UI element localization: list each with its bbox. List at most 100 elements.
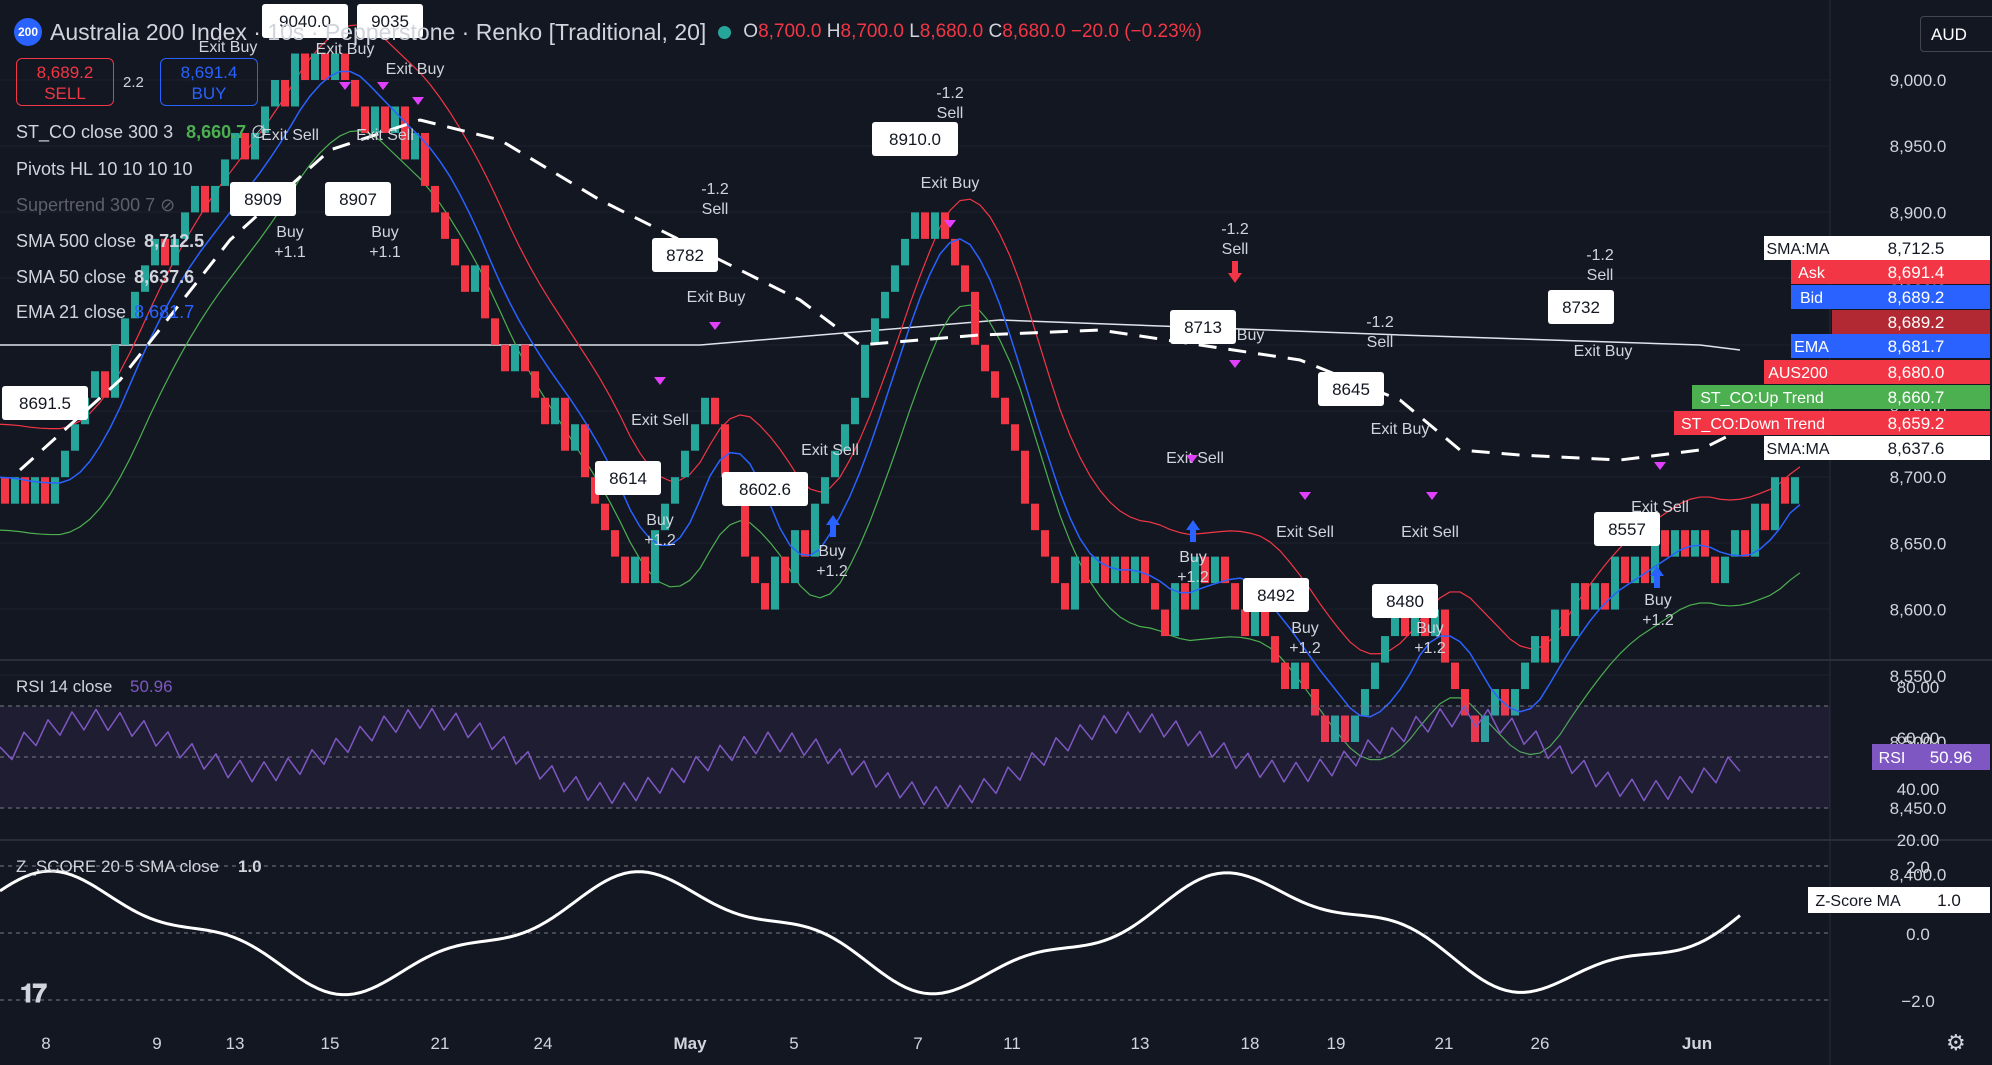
time-axis[interactable]: 8 9 13 15 21 24 May 5 7 11 13 18 19 21 26 Jun [41,1034,1712,1053]
symbol-badge-icon[interactable]: 200 [14,18,42,46]
pivot-label-box [1318,372,1384,406]
sell-button[interactable]: 8,689.2 SELL [16,58,114,106]
indicator-ema-21[interactable]: EMA 21 close 8,681.7 [16,302,195,322]
signal-value: -1.2 [1586,247,1614,264]
renko-brick [531,371,539,398]
renko-brick [1271,636,1279,663]
signal-sell-label: Sell [1222,241,1249,258]
renko-brick [1371,662,1379,690]
signal-label: Exit Sell [1401,524,1459,541]
renko-brick [631,556,639,584]
signal-label: Exit Buy [1371,421,1430,438]
rsi-tick: 20.00 [1897,831,1940,850]
price-tag-value [1832,285,1990,309]
renko-brick [251,132,259,160]
renko-brick [1641,556,1649,584]
indicator-sma-500[interactable]: SMA 500 close 8,712.5 [16,231,205,251]
rsi-value: 50.96 [130,677,173,696]
time-tick: May [673,1034,707,1053]
tradingview-logo-icon[interactable]: 𝟏𝟕 [20,978,47,1008]
eye-off-icon[interactable]: ⊘ [160,195,176,215]
signal-buy-label: Buy [1291,620,1319,637]
renko-brick [1381,636,1389,663]
signal-label: Exit Buy [199,39,258,56]
signal-marker-icon [1654,462,1666,470]
zscore-tag-text: Z-Score MA [1815,893,1901,910]
renko-brick [311,53,319,80]
renko-brick [891,265,899,292]
pivot-label-text: 8602.6 [739,480,791,499]
renko-brick [1611,556,1619,610]
signal-marker-icon [1426,492,1438,500]
currency-badge[interactable]: AUD [1920,16,1992,52]
signal-label: Exit Buy [687,289,746,306]
renko-brick [561,397,569,451]
pivot-label-box [722,472,808,506]
renko-brick [1511,689,1519,716]
renko-brick [371,106,379,133]
renko-brick [1191,556,1199,610]
rsi-pane[interactable]: RSI 14 close 50.96 80.00 60.00 40.00 20.00 RSI… [0,677,1990,850]
renko-brick [1291,662,1299,690]
renko-brick [651,530,659,584]
renko-brick [1781,477,1789,504]
indicator-sma-50[interactable]: SMA 50 close 8,637.6 [16,267,195,287]
buy-button[interactable]: 8,691.4 BUY [160,58,258,106]
price-tag-value [1832,236,1990,260]
signal-value: +1.2 [816,563,848,580]
renko-brick [511,344,519,372]
price-tag-value-text: 8,637.6 [1888,439,1945,458]
signal-label: Exit Sell [631,412,689,429]
renko-brick [1391,609,1399,637]
renko-brick [1671,530,1679,557]
renko-brick [21,477,29,504]
renko-brick [71,424,79,451]
signal-buy-label: Buy [371,224,399,241]
renko-brick [1241,609,1249,637]
renko-brick [871,318,879,345]
renko-brick [541,397,549,425]
renko-brick [621,556,629,584]
price-tick: 8,900.0 [1890,203,1947,222]
renko-brick [901,238,909,266]
renko-brick [351,80,359,107]
signal-label: Exit Buy [316,41,375,58]
time-tick: 8 [41,1034,50,1053]
renko-brick [1791,477,1799,504]
signal-sell-label: Sell [1587,267,1614,284]
indicator-pivots[interactable]: Pivots HL 10 10 10 10 [16,159,193,179]
renko-brick [31,477,39,504]
pivot-label-text: 9035 [371,12,409,31]
price-tag-value-text: 8,680.0 [1888,363,1945,382]
renko-brick [1321,715,1329,742]
zscore-pane[interactable]: Z_SCORE 20 5 SMA close 1.0 2.0 0.0 −2.0 Z-Sco… [0,857,1990,1011]
indicator-supertrend[interactable]: Supertrend 300 7 ⊘ [16,195,176,215]
pivot-label-text: 8614 [609,469,647,488]
pivot-label-box [595,461,661,495]
renko-brick [1661,530,1669,557]
time-tick: 11 [1003,1034,1021,1053]
signal-marker-icon [709,322,721,330]
time-tick: 21 [1435,1034,1454,1053]
renko-brick [1161,609,1169,637]
renko-brick [1221,556,1229,584]
time-tick: 26 [1531,1034,1550,1053]
signal-buy-label: Buy [276,224,304,241]
price-tag-value [1832,385,1990,409]
renko-brick [1051,556,1059,584]
indicator-st-co[interactable]: ST_CO close 300 3 8,660.7 ∅ [16,122,267,142]
renko-brick [391,106,399,133]
price-tick: 9,000.0 [1890,71,1947,90]
buy-arrow-icon [1186,520,1200,542]
time-tick: 24 [534,1034,553,1053]
renko-brick [991,371,999,398]
signal-label: Exit Buy [386,61,445,78]
settings-gear-icon[interactable]: ⚙ [1946,1030,1966,1055]
renko-brick [821,477,829,504]
renko-brick [321,53,329,80]
renko-brick [1751,503,1759,557]
symbol-title[interactable]: Australia 200 Index · 10s · Pepperstone … [50,18,707,45]
price-tag-label [1764,360,1832,384]
renko-brick [291,53,299,107]
